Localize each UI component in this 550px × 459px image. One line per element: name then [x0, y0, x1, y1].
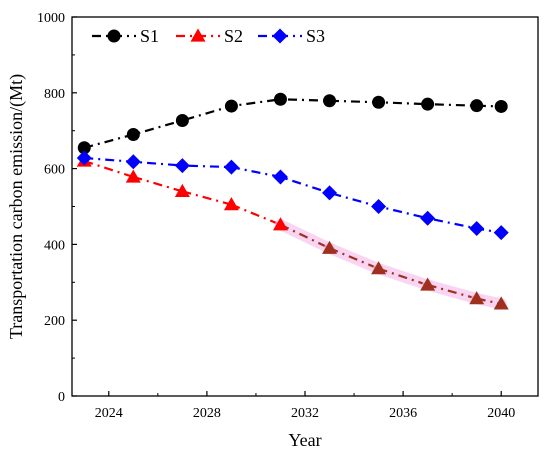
series-point: [323, 94, 337, 108]
series-line-segment: [83, 159, 134, 178]
series-point: [125, 169, 141, 183]
y-tick-label: 1000: [37, 11, 65, 26]
series-point: [469, 291, 485, 305]
series-line-segment: [182, 190, 232, 206]
legend-item-s2: S2: [176, 26, 243, 46]
series-line: [84, 156, 502, 234]
series-line-segment: [133, 175, 183, 193]
legend-marker: [107, 29, 121, 43]
series-point: [272, 217, 288, 231]
series-point: [469, 220, 485, 236]
legend-label: S3: [306, 26, 325, 46]
series-point: [421, 97, 435, 111]
series-line-segment: [231, 203, 281, 226]
legend-marker: [190, 28, 206, 42]
series-point: [125, 154, 141, 170]
series-s3: [76, 150, 509, 241]
y-axis-title: Transportation carbon emission/(Mt): [6, 74, 27, 339]
x-tick-label: 2036: [389, 406, 417, 421]
series-s2: [76, 153, 509, 310]
series-point: [175, 113, 189, 127]
series-point: [223, 197, 239, 211]
x-axis-title: Year: [288, 430, 321, 450]
series-point: [493, 296, 509, 310]
series-point: [371, 261, 387, 275]
legend-item-s3: S3: [258, 26, 325, 46]
x-tick-label: 2032: [291, 406, 319, 421]
x-tick-label: 2040: [487, 406, 515, 421]
series-line-segment: [378, 267, 428, 286]
series-point: [322, 185, 338, 201]
series-point: [470, 99, 484, 113]
series-point: [224, 99, 238, 113]
series-point: [76, 150, 92, 166]
series-line-segment: [279, 223, 331, 250]
series-point: [273, 92, 287, 106]
axes-layer: 0 200 400 600 800 1000 2024 2028 2032 2036 2040: [37, 11, 539, 421]
y-tick-label: 800: [44, 87, 65, 102]
series-line-segment: [427, 283, 477, 300]
y-tick-label: 0: [58, 390, 65, 405]
series-point: [126, 127, 140, 141]
series-point: [77, 141, 91, 155]
series-point: [272, 169, 288, 185]
y-tick-label: 600: [44, 163, 65, 178]
x-tick-label: 2024: [95, 406, 123, 421]
series-point: [420, 210, 436, 226]
series-point: [371, 199, 387, 214]
series-point: [174, 158, 190, 174]
series-line-segment: [329, 247, 380, 270]
legend-label: S2: [224, 26, 243, 46]
series-line: [83, 98, 502, 149]
legend-item-s1: S1: [92, 26, 159, 46]
legend-label: S1: [140, 26, 159, 46]
plot-frame: [71, 16, 539, 397]
y-tick-label: 200: [44, 314, 65, 329]
y-tick-label: 400: [44, 238, 65, 253]
series-point: [420, 277, 436, 291]
series-s1: [77, 92, 508, 155]
x-tick-label: 2028: [193, 406, 221, 421]
series-point: [322, 240, 338, 254]
series-point: [223, 159, 239, 175]
series-point: [494, 99, 508, 113]
series-layer: [76, 92, 509, 310]
legend-marker: [272, 28, 288, 44]
series-point: [174, 183, 190, 197]
series-point: [372, 95, 386, 109]
series-point: [493, 225, 509, 241]
legend: S1 S2 S3: [92, 26, 325, 46]
